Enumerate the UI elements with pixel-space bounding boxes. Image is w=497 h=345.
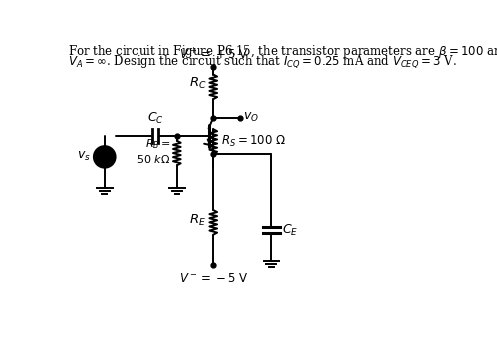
Text: For the circuit in Figure P6.15, the transistor parameters are $\beta = 100$ and: For the circuit in Figure P6.15, the tra… [68,43,497,60]
Text: $V_A = \infty$. Design the circuit such that $I_{CQ} = 0.25$ mA and $V_{CEQ} = 3: $V_A = \infty$. Design the circuit such … [68,53,457,70]
Text: +: + [100,148,109,158]
Text: $V^+=+5$ V: $V^+=+5$ V [178,48,248,63]
Text: $C_E$: $C_E$ [282,223,299,238]
Text: $R_B=$
$50\ k\Omega$: $R_B=$ $50\ k\Omega$ [136,138,170,165]
Text: $R_C$: $R_C$ [189,76,206,91]
Text: $v_O$: $v_O$ [243,111,258,124]
Text: $v_s$: $v_s$ [77,150,91,164]
Text: $V^-=-5$ V: $V^-=-5$ V [178,272,248,285]
Text: −: − [99,154,110,167]
Text: $C_C$: $C_C$ [147,111,164,126]
Text: $R_S = 100\ \Omega$: $R_S = 100\ \Omega$ [221,134,286,149]
Circle shape [94,146,116,168]
Text: $R_E$: $R_E$ [189,213,206,228]
